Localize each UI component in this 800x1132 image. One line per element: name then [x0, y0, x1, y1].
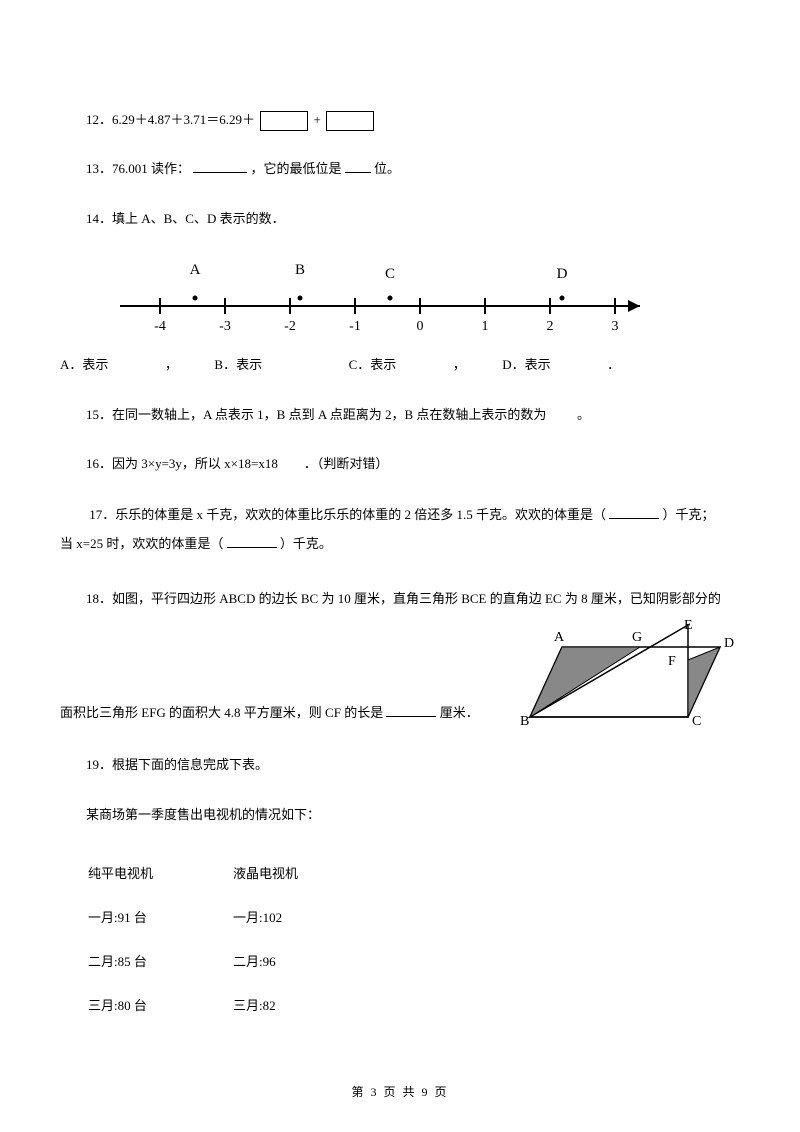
blank-line [386, 716, 436, 717]
q15-a: 15．在同一数轴上，A 点表示 1，B 点到 A 点距离为 2，B 点在数轴上表… [86, 407, 546, 422]
col2-row: 二月:96 [233, 940, 298, 984]
q14-text: 14．填上 A、B、C、D 表示的数． [86, 211, 285, 226]
svg-text:F: F [668, 654, 676, 669]
col2-row: 一月:102 [233, 896, 298, 940]
blank-line [345, 172, 371, 173]
svg-text:2: 2 [547, 319, 554, 334]
svg-text:-3: -3 [219, 319, 231, 334]
q18-line1: 18．如图，平行四边形 ABCD 的边长 BC 为 10 厘米，直角三角形 BC… [60, 585, 740, 614]
q18-c: 厘米． [440, 705, 479, 720]
blank-box-1 [260, 111, 308, 131]
q13-c: 位。 [374, 161, 400, 176]
number-line: -4 -3 -2 -1 0 1 2 3 A B C D [100, 256, 740, 341]
q14-ans-d: D．表示 [502, 357, 550, 372]
q17-b: ）千克； [663, 507, 715, 522]
q15-b: 。 [577, 407, 590, 422]
question-16: 16．因为 3×y=3y，所以 x×18=x18 ．（判断对错） [60, 452, 740, 475]
q19-title: 19．根据下面的信息完成下表。 [86, 757, 268, 772]
svg-text:-2: -2 [284, 319, 296, 334]
svg-text:3: 3 [612, 319, 619, 334]
svg-text:A: A [554, 630, 565, 645]
svg-text:G: G [632, 630, 642, 645]
blank-line [609, 518, 659, 519]
q12-text: 12．6.29＋4.87＋3.71＝6.29＋ [86, 112, 255, 127]
col2-row: 三月:82 [233, 984, 298, 1028]
footer-text: 第 3 页 共 9 页 [351, 1085, 448, 1099]
question-14-text: 14．填上 A、B、C、D 表示的数． [60, 207, 740, 230]
question-13: 13．76.001 读作： ，它的最低位是 位。 [60, 157, 740, 180]
page-footer: 第 3 页 共 9 页 [0, 1083, 800, 1100]
q17-c: 当 x=25 时，欢欢的体重是（ [60, 536, 223, 551]
parallelogram-figure: A G E D F B C [520, 617, 740, 727]
q18-line2: 面积比三角形 EFG 的面积大 4.8 平方厘米，则 CF 的长是 厘米． [60, 699, 479, 728]
q13-b: ，它的最低位是 [251, 161, 342, 176]
q19-col1: 纯平电视机 一月:91 台 二月:85 台 三月:80 台 [88, 852, 153, 1029]
q16-text: 16．因为 3×y=3y，所以 x×18=x18 ．（判断对错） [86, 456, 388, 471]
col1-row: 三月:80 台 [88, 984, 153, 1028]
svg-text:B: B [295, 262, 305, 278]
question-15: 15．在同一数轴上，A 点表示 1，B 点到 A 点距离为 2，B 点在数轴上表… [60, 403, 740, 426]
q14-comma: ， [165, 357, 178, 372]
blank-line [227, 547, 277, 548]
svg-text:D: D [724, 636, 734, 651]
q14-comma2: ， [453, 357, 466, 372]
q17-d: ）千克。 [280, 536, 332, 551]
svg-text:C: C [692, 714, 701, 727]
q12-plus: + [314, 112, 321, 127]
svg-text:D: D [557, 266, 568, 282]
col1-header: 纯平电视机 [88, 852, 153, 896]
q17-a: 17．乐乐的体重是 x 千克，欢欢的体重比乐乐的体重的 2 倍还多 1.5 千克… [89, 507, 606, 522]
q14-ans-b: B．表示 [214, 357, 262, 372]
svg-text:A: A [190, 262, 201, 278]
q19-subtitle: 某商场第一季度售出电视机的情况如下： [86, 807, 320, 822]
svg-text:-4: -4 [154, 319, 166, 334]
svg-text:E: E [684, 618, 693, 633]
svg-text:1: 1 [482, 319, 489, 334]
question-17: 17．乐乐的体重是 x 千克，欢欢的体重比乐乐的体重的 2 倍还多 1.5 千克… [60, 501, 740, 558]
question-19-subtitle: 某商场第一季度售出电视机的情况如下： [60, 803, 740, 826]
question-12: 12．6.29＋4.87＋3.71＝6.29＋ + [60, 108, 740, 131]
q18-b: 面积比三角形 EFG 的面积大 4.8 平方厘米，则 CF 的长是 [60, 705, 383, 720]
question-18: 18．如图，平行四边形 ABCD 的边长 BC 为 10 厘米，直角三角形 BC… [60, 585, 740, 728]
svg-text:C: C [385, 266, 395, 282]
q18-a: 18．如图，平行四边形 ABCD 的边长 BC 为 10 厘米，直角三角形 BC… [86, 591, 721, 606]
col1-row: 二月:85 台 [88, 940, 153, 984]
q19-col2: 液晶电视机 一月:102 二月:96 三月:82 [233, 852, 298, 1029]
svg-text:-1: -1 [349, 319, 361, 334]
q14-period: ． [607, 357, 620, 372]
col1-row: 一月:91 台 [88, 896, 153, 940]
blank-line [193, 172, 247, 173]
blank-box-2 [326, 111, 374, 131]
q13-a: 13．76.001 读作： [86, 161, 190, 176]
q14-ans-a: A．表示 [60, 357, 108, 372]
question-19-title: 19．根据下面的信息完成下表。 [60, 753, 740, 776]
number-line-svg: -4 -3 -2 -1 0 1 2 3 A B C D [100, 256, 670, 336]
q19-data: 纯平电视机 一月:91 台 二月:85 台 三月:80 台 液晶电视机 一月:1… [88, 852, 740, 1029]
svg-text:0: 0 [417, 319, 424, 334]
question-14-answers: A．表示 ， B．表示 C．表示 ， D．表示 ． [60, 353, 740, 376]
svg-text:B: B [520, 714, 529, 727]
q14-ans-c: C．表示 [349, 357, 397, 372]
col2-header: 液晶电视机 [233, 852, 298, 896]
